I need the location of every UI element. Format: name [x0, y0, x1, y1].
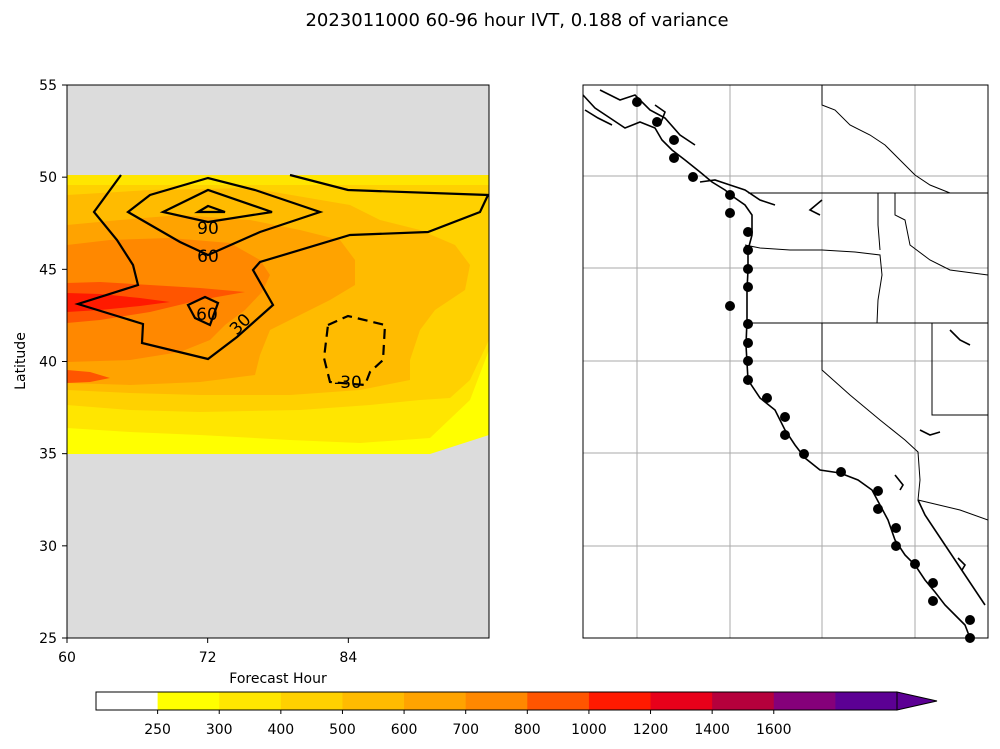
colorbar-tick-label: 1000: [571, 722, 607, 738]
colorbar-tick-label: 1400: [694, 722, 730, 738]
ivt-level-1000-south: [67, 370, 110, 383]
map-marker: [873, 504, 883, 514]
x-tick-label: 72: [199, 650, 217, 666]
colorbar-tick-label: 1200: [633, 722, 669, 738]
y-tick-label: 45: [39, 262, 57, 278]
contour-30: [74, 173, 489, 361]
y-axis: 25 30 35 40 45 50 55: [39, 78, 67, 647]
map-marker: [669, 153, 679, 163]
map-marker: [725, 208, 735, 218]
map-marker: [836, 467, 846, 477]
no-data-south: [67, 454, 489, 638]
y-tick-label: 30: [39, 539, 57, 555]
colorbar-segment: [527, 692, 590, 710]
colorbar-tick-label: 250: [144, 722, 171, 738]
contour-60: [126, 176, 324, 257]
x-axis: 60 72 84: [58, 638, 357, 666]
contour-label-60-south: 60: [196, 305, 218, 325]
map-marker: [743, 375, 753, 385]
colorbar-segment: [404, 692, 467, 710]
colorbar-tick-label: 700: [452, 722, 479, 738]
colorbar-tick-label: 400: [267, 722, 294, 738]
colorbar-tick-label: 500: [329, 722, 356, 738]
contour-60-south: [186, 295, 220, 327]
y-axis-label: Latitude: [13, 332, 29, 390]
colorbar-segment: [280, 692, 343, 710]
figure-title: 2023011000 60-96 hour IVT, 0.188 of vari…: [305, 10, 728, 31]
map-marker: [743, 356, 753, 366]
map-marker: [725, 301, 735, 311]
map-marker: [928, 578, 938, 588]
map-marker: [688, 172, 698, 182]
colorbar-segment: [773, 692, 836, 710]
colorbar-segment: [465, 692, 528, 710]
x-axis-label: Forecast Hour: [229, 671, 327, 687]
y-tick-label: 35: [39, 447, 57, 463]
colorbar-segment: [650, 692, 713, 710]
hovmoller-panel: 90 60 60 30 -30 25 30 35 40 45 50 55 60 72 84 Fo…: [13, 78, 490, 687]
contour-90-outer: [159, 188, 273, 224]
contour-label-60: 60: [197, 247, 219, 267]
contour-label-neg30: -30: [334, 373, 362, 393]
map-marker: [910, 559, 920, 569]
map-marker: [799, 449, 809, 459]
map-marker: [743, 319, 753, 329]
map-marker: [743, 227, 753, 237]
colorbar-extend-arrow: [896, 691, 938, 711]
y-tick-label: 40: [39, 355, 57, 371]
y-tick-label: 50: [39, 170, 57, 186]
colorbar-tick-label: 1600: [756, 722, 792, 738]
map-marker: [780, 430, 790, 440]
y-tick-label: 25: [39, 631, 57, 647]
contour-label-90: 90: [197, 219, 219, 239]
map-marker: [743, 264, 753, 274]
colorbar-segment: [219, 692, 282, 710]
map-marker: [965, 615, 975, 625]
y-tick-label: 55: [39, 78, 57, 94]
map-marker: [632, 97, 642, 107]
map-panel: [582, 84, 989, 643]
colorbar: 250 300 400 500 600 700 800 1000 1200 1400 1600: [95, 691, 938, 738]
colorbar-ticks: 250 300 400 500 600 700 800 1000 1200 1400 1600: [144, 710, 792, 738]
map-marker: [873, 486, 883, 496]
map-marker: [652, 117, 662, 127]
colorbar-segment: [712, 692, 775, 710]
map-marker: [743, 245, 753, 255]
x-tick-label: 84: [339, 650, 357, 666]
contour-neg30: [322, 314, 387, 387]
ivt-level-1200: [67, 293, 170, 312]
contour-labels: 90 60 60 30 -30: [196, 219, 362, 393]
colorbar-tick-label: 600: [391, 722, 418, 738]
line-contours: [74, 173, 489, 387]
colorbar-segment: [835, 692, 898, 710]
colorbar-tick-label: 300: [206, 722, 233, 738]
map-marker: [762, 393, 772, 403]
map-marker: [928, 596, 938, 606]
colorbar-segment: [588, 692, 652, 710]
map-marker: [891, 523, 901, 533]
x-tick-label: 60: [58, 650, 76, 666]
map-gridlines: [583, 85, 988, 638]
map-frame: [582, 84, 989, 639]
map-marker: [780, 412, 790, 422]
colorbar-segment: [96, 692, 159, 710]
no-data-north: [67, 85, 489, 175]
state-borders: [744, 85, 988, 521]
colorbar-segments: [96, 692, 898, 710]
colorbar-segment: [157, 692, 220, 710]
contour-90-inner: [194, 204, 226, 214]
colorbar-segment: [342, 692, 405, 710]
map-marker: [669, 135, 679, 145]
map-marker: [725, 190, 735, 200]
filled-contours: [67, 85, 489, 638]
colorbar-tick-label: 800: [514, 722, 541, 738]
map-marker: [891, 541, 901, 551]
map-marker: [743, 282, 753, 292]
map-marker: [743, 338, 753, 348]
